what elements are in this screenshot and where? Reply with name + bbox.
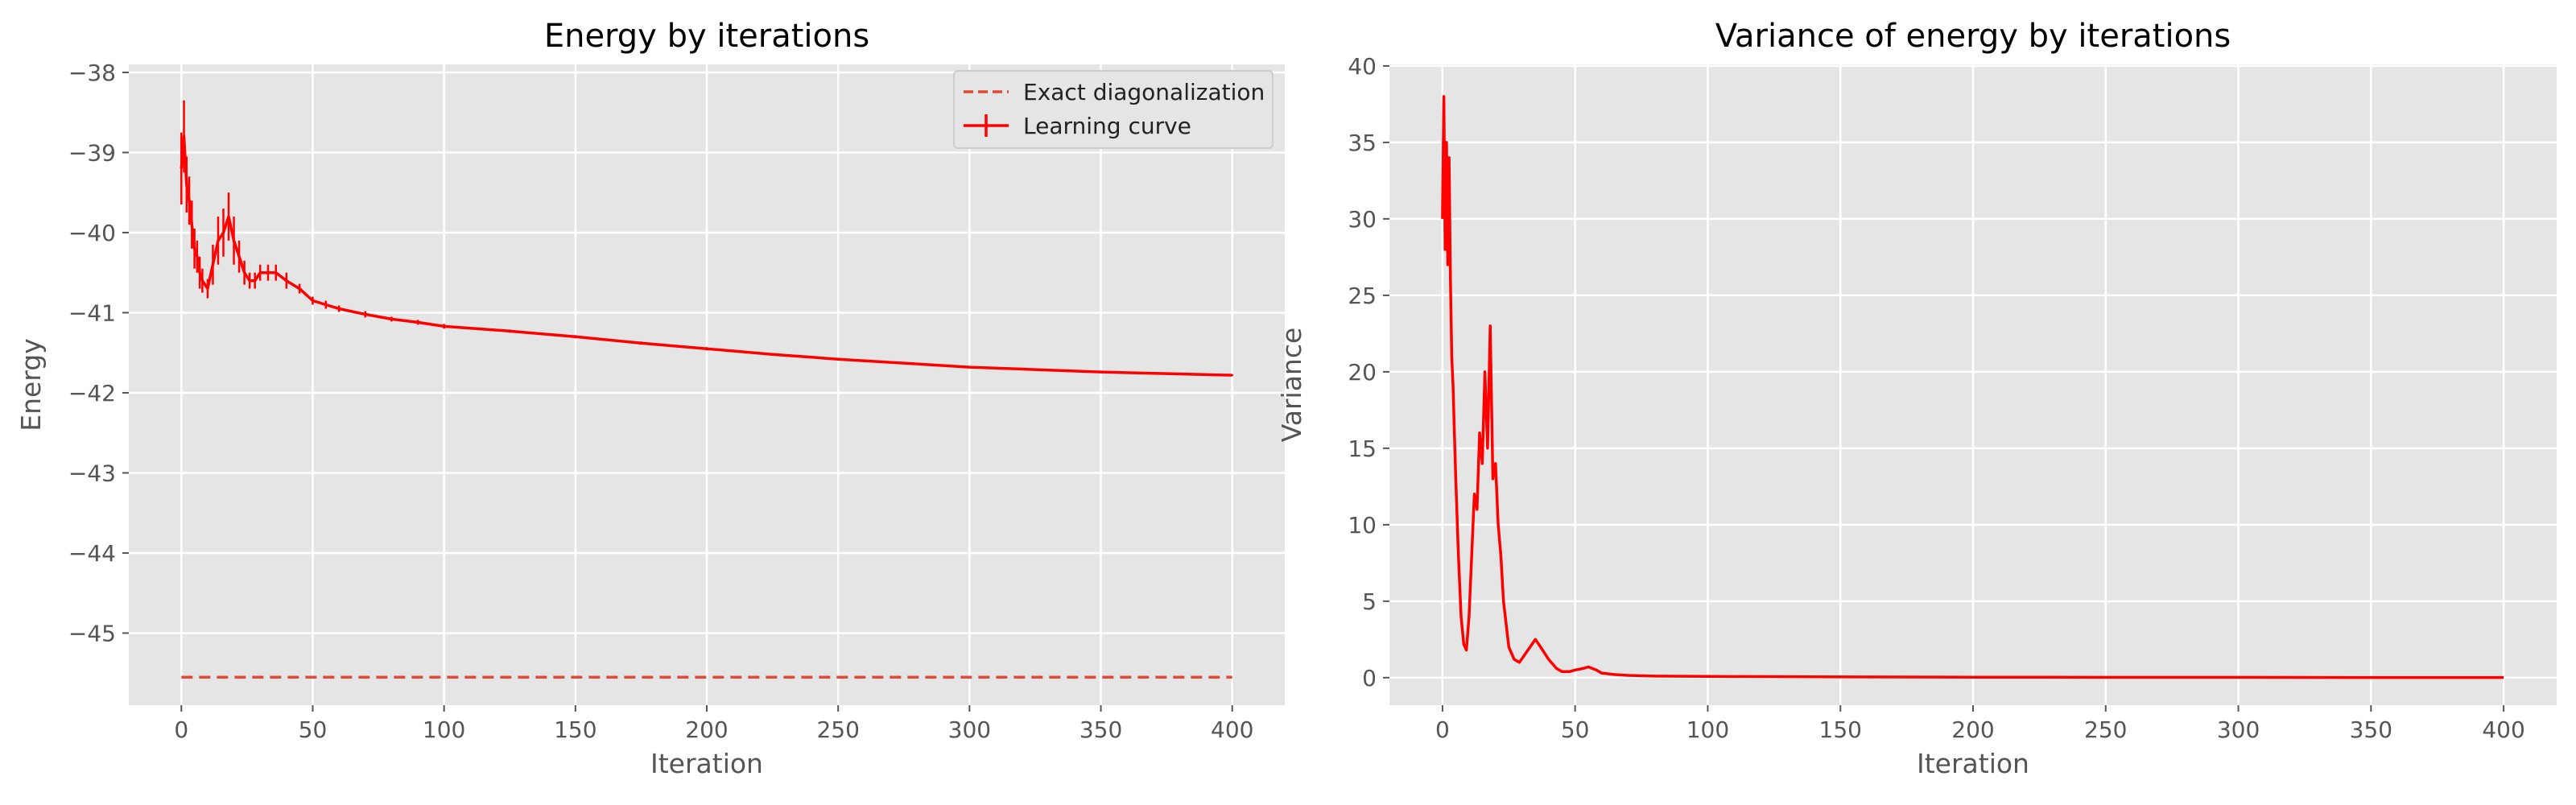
x-tick-label: 350 (1080, 716, 1122, 743)
y-tick-label: 0 (1362, 665, 1377, 691)
y-tick-label: −39 (68, 139, 116, 166)
y-tick-label: −38 (68, 60, 116, 86)
y-tick-label: 40 (1348, 53, 1377, 80)
x-tick-label: 0 (1435, 716, 1450, 743)
x-tick-label: 0 (174, 716, 188, 743)
x-tick-label: 50 (299, 716, 328, 743)
y-tick-label: −41 (68, 299, 116, 326)
chart-title: Variance of energy by iterations (1715, 18, 2231, 55)
y-tick-label: 15 (1348, 436, 1377, 462)
chart-title: Energy by iterations (544, 18, 869, 55)
y-tick-label: −40 (68, 220, 116, 246)
y-tick-label: 25 (1348, 283, 1377, 309)
variance-line (1441, 95, 2504, 679)
y-tick-label: −44 (68, 540, 116, 567)
x-tick-label: 100 (1686, 716, 1729, 743)
x-axis-label: Iteration (1917, 748, 2029, 779)
x-axis-label: Iteration (650, 748, 763, 779)
x-tick-label: 100 (423, 716, 465, 743)
x-tick-label: 400 (2482, 716, 2524, 743)
y-tick-label: 35 (1348, 130, 1377, 156)
y-axis-label: Variance (1276, 328, 1307, 443)
x-tick-label: 400 (1211, 716, 1253, 743)
energy-chart: 0 50 100 150 200 250 300 350 400 −45 −44 −43 −42 −41 −… (15, 18, 1285, 779)
learning-curve-line (180, 134, 1232, 377)
x-tick-label: 300 (948, 716, 991, 743)
x-tick-label: 200 (1951, 716, 1994, 743)
x-tick-label: 350 (2350, 716, 2392, 743)
y-tick-label: −45 (68, 620, 116, 646)
legend: Exact diagonalization Learning curve (953, 70, 1274, 149)
x-tick-label: 250 (2084, 716, 2127, 743)
y-tick-label: −42 (68, 380, 116, 407)
y-tick-label: 20 (1348, 359, 1377, 386)
x-tick-label: 250 (816, 716, 859, 743)
y-tick-label: 10 (1348, 512, 1377, 539)
x-tick-label: 200 (685, 716, 728, 743)
y-tick-label: 5 (1362, 588, 1377, 615)
legend-box (953, 70, 1274, 149)
y-tick-label: 30 (1348, 206, 1377, 233)
variance-chart: 0 50 100 150 200 250 300 350 400 0 5 10 15 20 25 30 35 40… (1276, 18, 2557, 779)
legend-label: Exact diagonalization (1023, 79, 1265, 105)
x-tick-label: 50 (1561, 716, 1590, 743)
x-tick-label: 150 (1819, 716, 1862, 743)
y-tick-label: −43 (68, 460, 116, 486)
y-axis-label: Energy (15, 338, 47, 431)
x-tick-label: 300 (2217, 716, 2260, 743)
legend-label: Learning curve (1023, 113, 1191, 139)
x-tick-label: 150 (554, 716, 597, 743)
